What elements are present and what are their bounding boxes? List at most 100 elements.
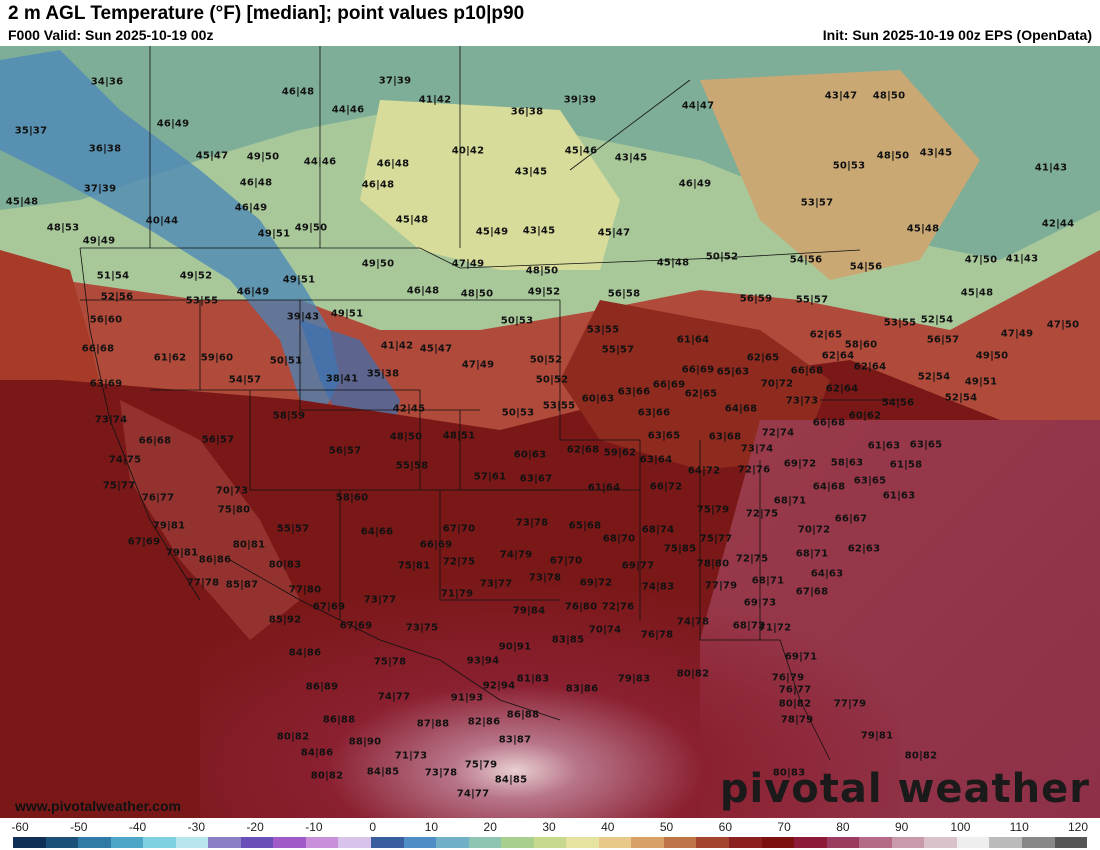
- point-value-label: 73|78: [424, 767, 458, 779]
- color-scale-swatch: [533, 837, 567, 848]
- point-value-label: 46|49: [236, 286, 270, 298]
- color-scale-swatch: [598, 837, 632, 848]
- point-value-label: 41|42: [380, 340, 414, 352]
- point-value-label: 66|68: [790, 365, 824, 377]
- point-value-label: 68|72: [732, 620, 766, 632]
- point-value-label: 66|68: [81, 343, 115, 355]
- point-value-label: 65|63: [716, 366, 750, 378]
- point-value-label: 43|45: [514, 166, 548, 178]
- point-value-label: 48|50: [525, 265, 559, 277]
- color-scale-swatch: [371, 837, 404, 848]
- color-scale-swatch: [826, 837, 860, 848]
- color-scale-tick-label: 60: [718, 820, 733, 834]
- point-value-label: 63|65: [909, 439, 943, 451]
- point-value-label: 86|89: [305, 681, 339, 693]
- color-scale-swatch: [566, 837, 599, 848]
- point-value-label: 86|88: [322, 714, 356, 726]
- point-value-label: 75|77: [699, 533, 733, 545]
- point-value-label: 42|45: [392, 403, 426, 415]
- point-value-label: 82|86: [467, 716, 501, 728]
- point-value-label: 74|78: [676, 616, 710, 628]
- color-scale-swatch: [305, 837, 339, 848]
- point-value-label: 72|76: [737, 464, 771, 476]
- point-value-label: 80|83: [268, 559, 302, 571]
- color-scale-swatch: [175, 837, 209, 848]
- point-value-label: 62|65: [809, 329, 843, 341]
- point-value-label: 45|47: [597, 227, 631, 239]
- point-value-label: 76|77: [778, 684, 812, 696]
- color-scale-swatch: [436, 837, 469, 848]
- color-scale-tick-label: 100: [950, 820, 971, 834]
- point-value-label: 36|38: [88, 143, 122, 155]
- point-value-label: 75|79: [696, 504, 730, 516]
- point-value-label: 46|48: [361, 179, 395, 191]
- point-value-label: 67|70: [442, 523, 476, 535]
- point-value-label: 62|64: [825, 383, 859, 395]
- point-value-label: 63|66: [617, 386, 651, 398]
- point-value-label: 53|55: [542, 400, 576, 412]
- point-value-label: 81|83: [516, 673, 550, 685]
- point-value-label: 74|75: [108, 454, 142, 466]
- point-value-label: 63|64: [639, 454, 673, 466]
- point-value-label: 45|47: [195, 150, 229, 162]
- point-value-label: 67|68: [795, 586, 829, 598]
- point-value-label: 55|57: [276, 523, 310, 535]
- point-value-label: 79|81: [860, 730, 894, 742]
- point-value-label: 43|45: [919, 147, 953, 159]
- point-value-label: 45|46: [564, 145, 598, 157]
- point-value-label: 66|69: [681, 364, 715, 376]
- point-value-label: 55|58: [395, 460, 429, 472]
- point-value-label: 50|53: [832, 160, 866, 172]
- point-value-label: 63|67: [519, 473, 553, 485]
- color-scale-swatch: [794, 837, 827, 848]
- point-value-label: 38|41: [325, 373, 359, 385]
- point-value-label: 61|63: [867, 440, 901, 452]
- point-value-label: 64|66: [360, 526, 394, 538]
- color-scale-swatch: [924, 837, 957, 848]
- point-value-label: 68|71: [751, 575, 785, 587]
- point-value-label: 73|78: [528, 572, 562, 584]
- point-value-label: 50|53: [501, 407, 535, 419]
- point-value-label: 34|36: [90, 76, 124, 88]
- point-value-label: 83|87: [498, 734, 532, 746]
- point-value-label: 69|72: [783, 458, 817, 470]
- point-value-label: 48|50: [389, 431, 423, 443]
- temperature-map[interactable]: 34|36 46|48 37|39 41|42 44|46 36|38 39|39 44|47…: [0, 46, 1100, 818]
- point-value-label: 71|79: [440, 588, 474, 600]
- point-value-label: 36|38: [510, 106, 544, 118]
- map-header: 2 m AGL Temperature (°F) [median]; point…: [0, 0, 1100, 46]
- point-value-label: 58|60: [335, 492, 369, 504]
- point-value-label: 67|69: [127, 536, 161, 548]
- point-value-label: 55|57: [795, 294, 829, 306]
- point-value-label: 37|39: [83, 183, 117, 195]
- point-value-label: 91|93: [450, 692, 484, 704]
- color-scale-swatch: [1021, 837, 1055, 848]
- color-scale-tick-label: -20: [246, 820, 264, 834]
- color-scale-swatch: [663, 837, 697, 848]
- point-value-label: 46|48: [406, 285, 440, 297]
- point-value-label: 77|78: [186, 577, 220, 589]
- point-value-label: 55|57: [601, 344, 635, 356]
- point-value-label: 74|79: [499, 549, 533, 561]
- color-scale-tick-label: 0: [369, 820, 376, 834]
- point-value-label: 70|72: [797, 524, 831, 536]
- color-scale-swatch: [631, 837, 664, 848]
- color-scale-swatch: [1054, 837, 1088, 848]
- point-value-label: 49|51: [964, 376, 998, 388]
- point-value-label: 61|63: [882, 490, 916, 502]
- point-value-label: 68|71: [795, 548, 829, 560]
- point-value-label: 56|60: [89, 314, 123, 326]
- rockies-cold: [0, 50, 340, 420]
- point-value-label: 52|56: [100, 291, 134, 303]
- point-value-label: 67|70: [549, 555, 583, 567]
- point-value-label: 40|44: [145, 215, 179, 227]
- valid-time: F000 Valid: Sun 2025-10-19 00z: [8, 27, 214, 43]
- point-value-label: 69|73: [743, 597, 777, 609]
- point-value-label: 70|72: [760, 378, 794, 390]
- point-value-label: 66|69: [419, 539, 453, 551]
- point-value-label: 73|74: [740, 443, 774, 455]
- point-value-label: 69|71: [784, 651, 818, 663]
- point-value-label: 79|83: [617, 673, 651, 685]
- color-scale-tick-label: 120: [1067, 820, 1089, 834]
- point-value-label: 80|82: [676, 668, 710, 680]
